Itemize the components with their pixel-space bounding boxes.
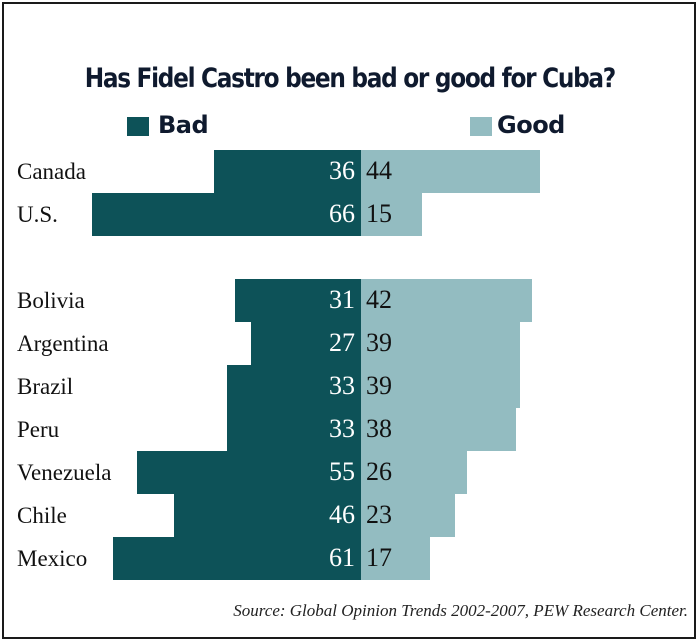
value-label-good-chile: 23 [366,500,392,529]
category-label-venezuela: Venezuela [17,460,112,485]
bar-good-bolivia [361,279,532,322]
bar-bad-venezuela [137,451,361,494]
value-label-bad-chile: 46 [329,500,355,529]
category-label-chile: Chile [17,503,67,528]
value-label-good-argentina: 39 [366,328,392,357]
value-label-bad-canada: 36 [329,156,355,185]
legend-label-good: Good [497,111,565,139]
bar-bad-bolivia [235,279,361,322]
value-label-good-bolivia: 42 [366,285,392,314]
value-label-good-peru: 38 [366,414,392,443]
value-label-good-venezuela: 26 [366,457,392,486]
category-label-brazil: Brazil [17,374,74,399]
source-note: Source: Global Opinion Trends 2002-2007,… [233,601,688,620]
category-label-canada: Canada [17,159,86,184]
bar-good-brazil [361,365,520,408]
legend-swatch-good [470,117,492,136]
bar-bad-canada [214,150,361,193]
value-label-bad-brazil: 33 [329,371,355,400]
bar-good-canada [361,150,540,193]
value-label-bad-peru: 33 [329,414,355,443]
value-label-good-mexico: 17 [366,543,392,572]
value-label-good-u-s: 15 [366,199,392,228]
category-label-u-s: U.S. [17,202,58,227]
bar-good-venezuela [361,451,467,494]
bar-bad-mexico [113,537,361,580]
category-label-argentina: Argentina [17,331,109,356]
chart-title: Has Fidel Castro been bad or good for Cu… [84,63,617,94]
legend-swatch-bad [127,117,149,136]
bar-bad-chile [174,494,361,537]
bar-good-mexico [361,537,430,580]
value-label-bad-u-s: 66 [329,199,355,228]
category-label-peru: Peru [17,417,60,442]
category-label-mexico: Mexico [17,546,88,571]
category-label-bolivia: Bolivia [17,288,85,313]
bar-good-argentina [361,322,520,365]
legend-label-bad: Bad [158,111,209,139]
bar-bad-peru [227,408,361,451]
bar-good-chile [361,494,455,537]
bar-good-u-s [361,193,422,236]
bar-good-peru [361,408,516,451]
bar-bad-u-s [92,193,361,236]
value-label-good-canada: 44 [366,156,392,185]
value-label-bad-venezuela: 55 [329,457,355,486]
value-label-good-brazil: 39 [366,371,392,400]
value-label-bad-bolivia: 31 [329,285,355,314]
value-label-bad-argentina: 27 [329,328,355,357]
value-label-bad-mexico: 61 [329,543,355,572]
bar-bad-brazil [227,365,361,408]
bar-bad-argentina [251,322,361,365]
